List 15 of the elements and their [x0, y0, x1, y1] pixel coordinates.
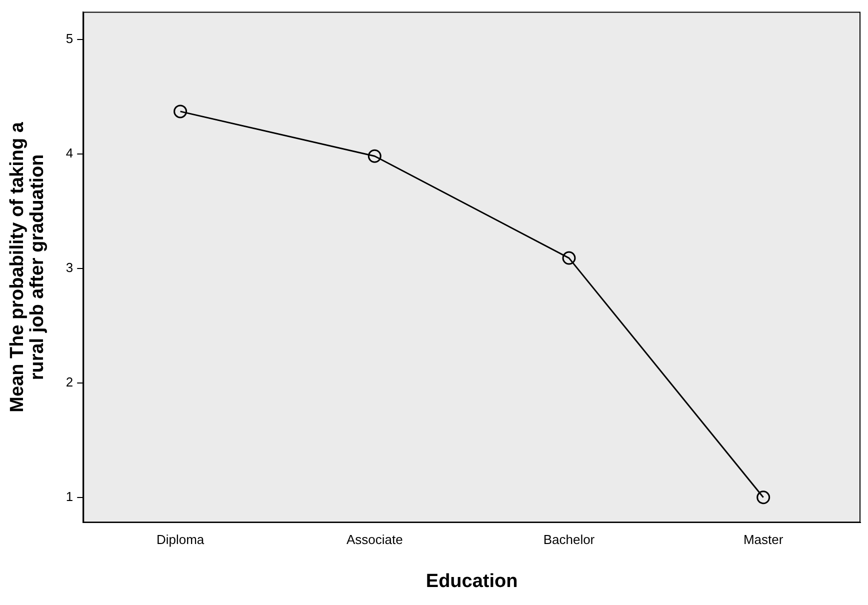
- x-axis-title: Education: [426, 570, 518, 592]
- x-tick-label: Bachelor: [543, 532, 596, 547]
- y-axis-title: Mean The probability of taking a rural job after graduation: [7, 122, 48, 412]
- y-tick-label: 2: [66, 374, 74, 390]
- point: [174, 104, 188, 118]
- y-tick-label: 1: [66, 488, 74, 504]
- x-tick-label: Associate: [346, 532, 403, 547]
- x-tick-label: Diploma: [156, 532, 205, 547]
- x-tick-label: Master: [743, 532, 784, 547]
- point: [562, 251, 576, 265]
- y-tick-label: 4: [66, 145, 74, 160]
- point: [368, 149, 382, 163]
- y-tick-label: 5: [66, 30, 74, 46]
- y-tick-label: 3: [66, 260, 74, 275]
- point: [756, 490, 770, 504]
